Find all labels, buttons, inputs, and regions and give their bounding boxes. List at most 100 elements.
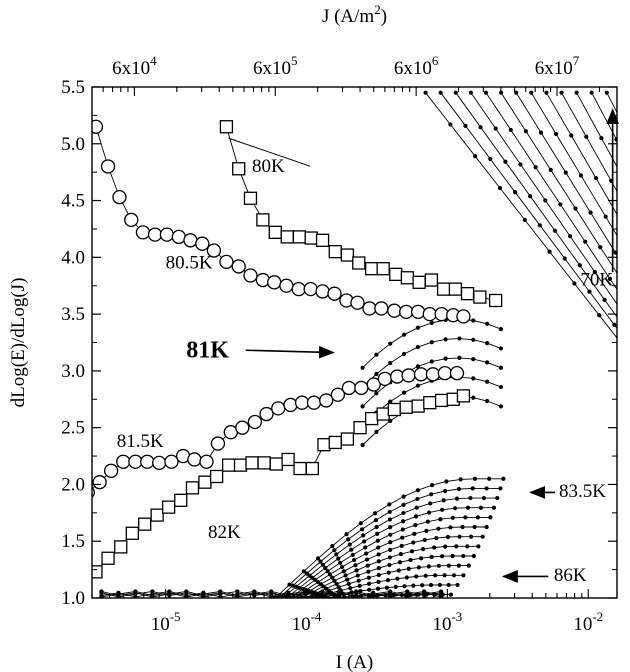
curve-point bbox=[359, 599, 363, 603]
curve-point bbox=[252, 592, 257, 597]
curve-point bbox=[498, 365, 504, 370]
curve-point bbox=[356, 578, 361, 583]
curve-point bbox=[440, 554, 445, 559]
square-marker bbox=[243, 191, 258, 205]
curve-point bbox=[512, 190, 518, 195]
low-curve bbox=[323, 597, 329, 598]
curve-point bbox=[495, 495, 500, 501]
circle-marker bbox=[124, 212, 139, 228]
curve-point bbox=[468, 90, 473, 95]
curve-point bbox=[471, 395, 476, 400]
curve-point bbox=[355, 573, 360, 578]
circle-marker bbox=[374, 301, 389, 316]
curve-point bbox=[429, 554, 434, 560]
curve-point bbox=[466, 563, 471, 568]
curve-point bbox=[622, 345, 626, 349]
curve-point bbox=[294, 584, 299, 589]
curve-point bbox=[415, 488, 420, 493]
curve-point bbox=[337, 592, 342, 597]
circle-marker bbox=[243, 268, 258, 283]
curve-point bbox=[423, 90, 428, 95]
high-curve bbox=[455, 92, 617, 318]
curve-point bbox=[387, 502, 392, 507]
curve-point bbox=[354, 589, 359, 594]
curve-point bbox=[375, 538, 380, 543]
curve-point bbox=[558, 202, 563, 207]
curve-point bbox=[352, 557, 357, 563]
curve-point bbox=[419, 602, 423, 606]
curve-point bbox=[433, 573, 438, 578]
square-marker bbox=[219, 120, 234, 134]
curve-point bbox=[388, 525, 393, 530]
curve-point bbox=[470, 486, 475, 491]
curve-point bbox=[325, 569, 330, 574]
top-tick-label: 6x105 bbox=[253, 53, 298, 79]
curve-point bbox=[287, 582, 292, 587]
curve-point bbox=[406, 566, 411, 571]
curve-point bbox=[353, 563, 358, 568]
curve-point bbox=[455, 582, 460, 588]
curve-point bbox=[548, 167, 553, 172]
circle-marker bbox=[112, 189, 127, 205]
curve-point bbox=[518, 162, 523, 167]
curve-point bbox=[318, 559, 323, 564]
curve-point bbox=[382, 601, 386, 605]
circle-marker bbox=[283, 397, 298, 413]
curve-point bbox=[235, 594, 240, 598]
curve-point bbox=[422, 537, 427, 543]
curve-point bbox=[167, 592, 172, 597]
curve-point bbox=[620, 91, 624, 95]
circle-marker bbox=[103, 463, 119, 478]
curve-point bbox=[375, 586, 381, 591]
circle-marker bbox=[377, 371, 393, 386]
circle-marker bbox=[92, 475, 107, 490]
circle-marker bbox=[183, 233, 198, 248]
curve-point bbox=[412, 531, 417, 536]
circle-marker bbox=[210, 436, 226, 451]
curve-point bbox=[413, 523, 418, 528]
curve-point bbox=[336, 556, 341, 561]
curve-point bbox=[387, 517, 393, 522]
y-tick-label: 1.5 bbox=[61, 531, 85, 552]
curve-point bbox=[452, 506, 458, 511]
curve-point bbox=[573, 206, 578, 211]
curve-point bbox=[428, 582, 434, 588]
high-curve bbox=[515, 92, 617, 257]
curve-point bbox=[376, 572, 381, 578]
square-marker bbox=[328, 435, 342, 450]
curve-point bbox=[374, 352, 379, 357]
curve-point bbox=[415, 383, 421, 388]
curve-point bbox=[429, 320, 434, 325]
curve-point bbox=[386, 570, 391, 575]
curve-point bbox=[429, 359, 434, 364]
curve-point bbox=[387, 509, 392, 515]
square-marker bbox=[411, 399, 425, 413]
high-curve bbox=[440, 92, 617, 330]
curve-point bbox=[597, 313, 602, 318]
square-marker bbox=[448, 282, 463, 296]
circle-marker bbox=[399, 304, 414, 319]
square-marker bbox=[387, 402, 401, 417]
annotation-80_5K: 80.5K bbox=[166, 253, 213, 274]
curve-point bbox=[559, 90, 564, 95]
curve-point bbox=[401, 502, 406, 507]
y-axis-label: dLog(E)/dLog(J) bbox=[8, 278, 29, 408]
curve-point bbox=[460, 524, 465, 530]
square-marker bbox=[340, 432, 355, 446]
square-marker bbox=[101, 551, 115, 565]
curve-point bbox=[437, 582, 442, 588]
curve-point bbox=[400, 535, 405, 540]
curve-point bbox=[344, 532, 349, 537]
curve-point bbox=[465, 544, 470, 549]
curve-point bbox=[471, 553, 476, 559]
curve-point bbox=[397, 560, 403, 565]
curve-point bbox=[201, 593, 206, 598]
curve-point bbox=[446, 582, 451, 588]
curve-point bbox=[401, 351, 407, 357]
square-marker bbox=[293, 461, 307, 476]
circle-marker bbox=[401, 368, 416, 383]
curve-point bbox=[454, 544, 459, 549]
curve-point bbox=[400, 527, 405, 532]
curve-point bbox=[457, 355, 462, 360]
circle-marker bbox=[219, 254, 234, 270]
